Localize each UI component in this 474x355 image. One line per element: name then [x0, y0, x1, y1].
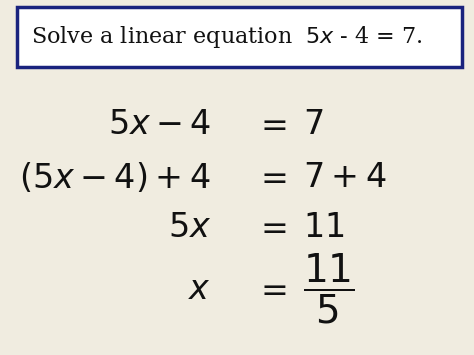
Text: $=$: $=$: [254, 211, 287, 244]
Text: $11$: $11$: [303, 211, 345, 244]
Text: $7$: $7$: [303, 108, 324, 141]
Text: $=$: $=$: [254, 161, 287, 194]
Text: $=$: $=$: [254, 273, 287, 306]
Text: $5x-4$: $5x-4$: [108, 108, 211, 141]
Text: $(5x-4)+4$: $(5x-4)+4$: [19, 160, 211, 195]
Text: Solve a linear equation  $5x$ - 4 = 7.: Solve a linear equation $5x$ - 4 = 7.: [31, 24, 422, 50]
FancyBboxPatch shape: [17, 7, 462, 67]
Text: $5x$: $5x$: [168, 211, 211, 244]
Text: $\dfrac{11}{5}$: $\dfrac{11}{5}$: [303, 252, 355, 326]
Text: $=$: $=$: [254, 108, 287, 141]
Text: $x$: $x$: [188, 273, 211, 306]
Text: $7+4$: $7+4$: [303, 161, 387, 194]
